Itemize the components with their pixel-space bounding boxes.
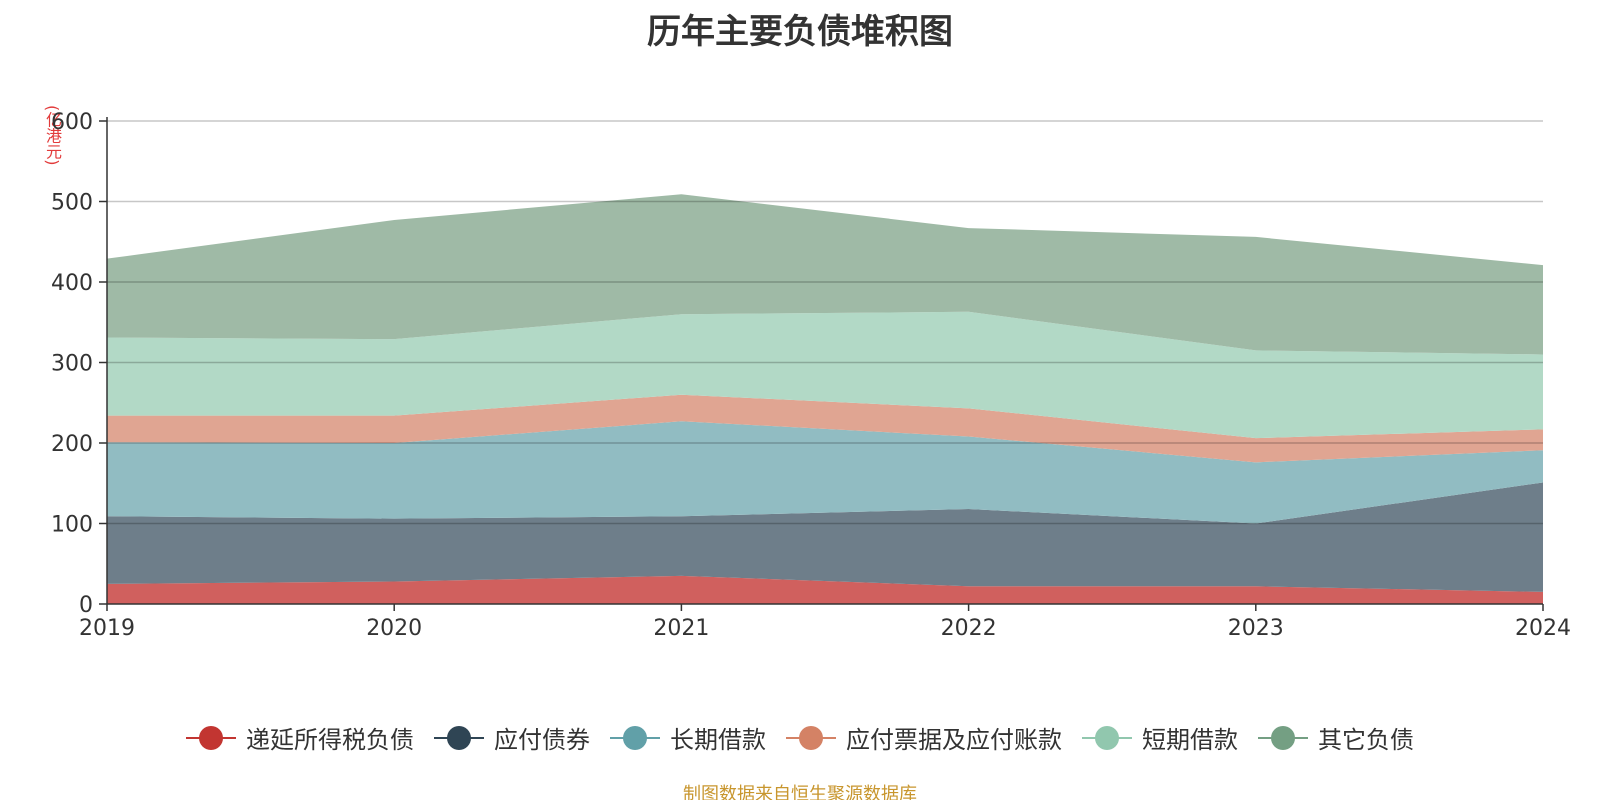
legend-label: 递延所得税负债 bbox=[246, 726, 414, 754]
legend-label: 应付票据及应付账款 bbox=[846, 726, 1062, 754]
legend-item[interactable]: 其它负债 bbox=[1258, 720, 1414, 755]
area-series-5 bbox=[107, 311, 1543, 439]
legend-label: 其它负债 bbox=[1318, 726, 1414, 754]
y-tick-label: 300 bbox=[51, 352, 93, 377]
legend-swatch-icon bbox=[186, 725, 236, 751]
legend-item[interactable]: 应付票据及应付账款 bbox=[786, 720, 1062, 755]
x-tick-label: 2024 bbox=[1515, 616, 1571, 641]
area-series-2 bbox=[107, 482, 1543, 592]
y-tick-label: 500 bbox=[51, 191, 93, 216]
chart-title: 历年主要负债堆积图 bbox=[647, 12, 953, 52]
area-layers bbox=[107, 194, 1543, 604]
x-tick-label: 2019 bbox=[79, 616, 135, 641]
area-series-1 bbox=[107, 575, 1543, 604]
y-tick-label: 600 bbox=[51, 110, 93, 135]
legend-label: 长期借款 bbox=[670, 726, 766, 754]
unit-label: (亿港元) bbox=[43, 104, 62, 166]
legend-swatch-icon bbox=[1082, 725, 1132, 751]
gridlines bbox=[107, 120, 1543, 525]
y-tick-label: 0 bbox=[79, 593, 93, 618]
y-tick-label: 200 bbox=[51, 432, 93, 457]
source-note: 制图数据来自恒生聚源数据库 bbox=[683, 784, 917, 800]
legend-swatch-icon bbox=[610, 725, 660, 751]
x-tick-label: 2020 bbox=[366, 616, 422, 641]
legend: 递延所得税负债 应付债券 长期借款 应付票据及应付账款 短期借款 其它负债 bbox=[0, 720, 1600, 755]
legend-swatch-icon bbox=[434, 725, 484, 751]
area-series-6 bbox=[107, 194, 1543, 355]
legend-label: 应付债券 bbox=[494, 726, 590, 754]
legend-item[interactable]: 长期借款 bbox=[610, 720, 766, 755]
legend-swatch-icon bbox=[786, 725, 836, 751]
area-series-4 bbox=[107, 394, 1543, 463]
x-tick-label: 2023 bbox=[1228, 616, 1284, 641]
y-tick-label: 100 bbox=[51, 513, 93, 538]
y-tick-label: 400 bbox=[51, 271, 93, 296]
x-tick-label: 2022 bbox=[941, 616, 997, 641]
area-series-3 bbox=[107, 421, 1543, 524]
legend-item[interactable]: 短期借款 bbox=[1082, 720, 1238, 755]
legend-label: 短期借款 bbox=[1142, 726, 1238, 754]
x-tick-label: 2021 bbox=[653, 616, 709, 641]
legend-swatch-icon bbox=[1258, 725, 1308, 751]
stacked-area-chart: 0 100 200 300 400 500 600 2019 2020 2021 2022 2023 2… bbox=[51, 110, 1571, 641]
legend-item[interactable]: 递延所得税负债 bbox=[186, 720, 414, 755]
legend-item[interactable]: 应付债券 bbox=[434, 720, 590, 755]
